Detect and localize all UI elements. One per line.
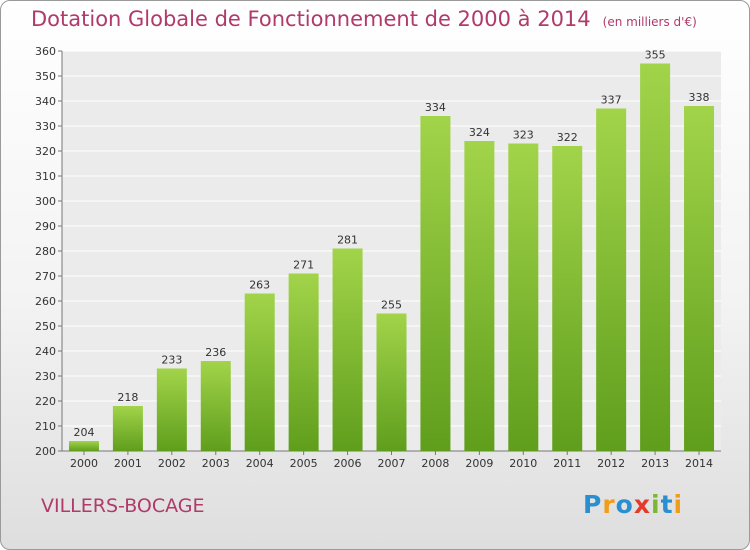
y-tick-label: 340 (35, 95, 56, 108)
x-tick-label: 2007 (378, 457, 406, 470)
bar (68, 441, 99, 451)
commune-name: VILLERS-BOCAGE (41, 495, 205, 517)
x-tick-label: 2004 (246, 457, 274, 470)
bar-value-label: 281 (337, 234, 358, 247)
bar (244, 293, 275, 451)
bar (200, 361, 231, 451)
bar (332, 248, 363, 451)
logo-letter: o (615, 490, 634, 519)
y-tick-label: 230 (35, 370, 56, 383)
chart-title-text: Dotation Globale de Fonctionnement de 20… (31, 7, 591, 31)
y-tick-label: 360 (35, 45, 56, 58)
bar-value-label: 218 (117, 391, 138, 404)
bar-value-label: 324 (469, 126, 490, 139)
y-tick-label: 290 (35, 220, 56, 233)
x-tick-label: 2009 (465, 457, 493, 470)
logo-letter: t (660, 490, 674, 519)
x-tick-label: 2003 (202, 457, 230, 470)
bar (596, 108, 627, 451)
bar (376, 313, 407, 451)
y-tick-label: 310 (35, 170, 56, 183)
bar (508, 143, 539, 451)
x-tick-label: 2010 (509, 457, 537, 470)
bar (156, 368, 187, 451)
bar-value-label: 236 (205, 346, 226, 359)
x-tick-label: 2001 (114, 457, 142, 470)
bar-value-label: 204 (73, 426, 94, 439)
x-tick-label: 2008 (421, 457, 449, 470)
bar (420, 116, 451, 451)
bar (552, 146, 583, 451)
x-tick-label: 2013 (641, 457, 669, 470)
bar-value-label: 334 (425, 101, 446, 114)
chart-subtitle: (en milliers d'€) (602, 15, 697, 29)
logo-letter: r (602, 490, 616, 519)
logo-letter: i (673, 490, 684, 519)
proxiti-logo: Proxiti (583, 490, 683, 519)
bar (640, 63, 671, 451)
y-tick-label: 240 (35, 345, 56, 358)
logo-letter: i (651, 490, 661, 519)
y-tick-label: 330 (35, 120, 56, 133)
bar (112, 406, 143, 451)
x-tick-label: 2012 (597, 457, 625, 470)
y-tick-label: 350 (35, 70, 56, 83)
bar (288, 273, 319, 451)
y-tick-label: 320 (35, 145, 56, 158)
bar-value-label: 322 (557, 131, 578, 144)
bar-value-label: 338 (689, 91, 710, 104)
bar (464, 141, 495, 451)
bar-value-label: 355 (645, 49, 666, 62)
y-tick-label: 280 (35, 245, 56, 258)
bar-value-label: 263 (249, 279, 270, 292)
chart-title: Dotation Globale de Fonctionnement de 20… (31, 7, 697, 31)
y-tick-label: 250 (35, 320, 56, 333)
y-tick-label: 270 (35, 270, 56, 283)
bar-value-label: 233 (161, 354, 182, 367)
bar-value-label: 255 (381, 299, 402, 312)
x-tick-label: 2006 (334, 457, 362, 470)
logo-letter: P (583, 490, 603, 519)
y-tick-label: 210 (35, 420, 56, 433)
y-tick-label: 300 (35, 195, 56, 208)
x-tick-label: 2011 (553, 457, 581, 470)
x-tick-label: 2014 (685, 457, 713, 470)
bar (684, 106, 715, 451)
x-tick-label: 2000 (70, 457, 98, 470)
logo-letter: x (633, 490, 651, 519)
bar-value-label: 271 (293, 259, 314, 272)
y-tick-label: 200 (35, 445, 56, 458)
bar-value-label: 323 (513, 129, 534, 142)
x-tick-label: 2002 (158, 457, 186, 470)
y-tick-label: 220 (35, 395, 56, 408)
bar-value-label: 337 (601, 94, 622, 107)
x-tick-label: 2005 (290, 457, 318, 470)
y-tick-label: 260 (35, 295, 56, 308)
